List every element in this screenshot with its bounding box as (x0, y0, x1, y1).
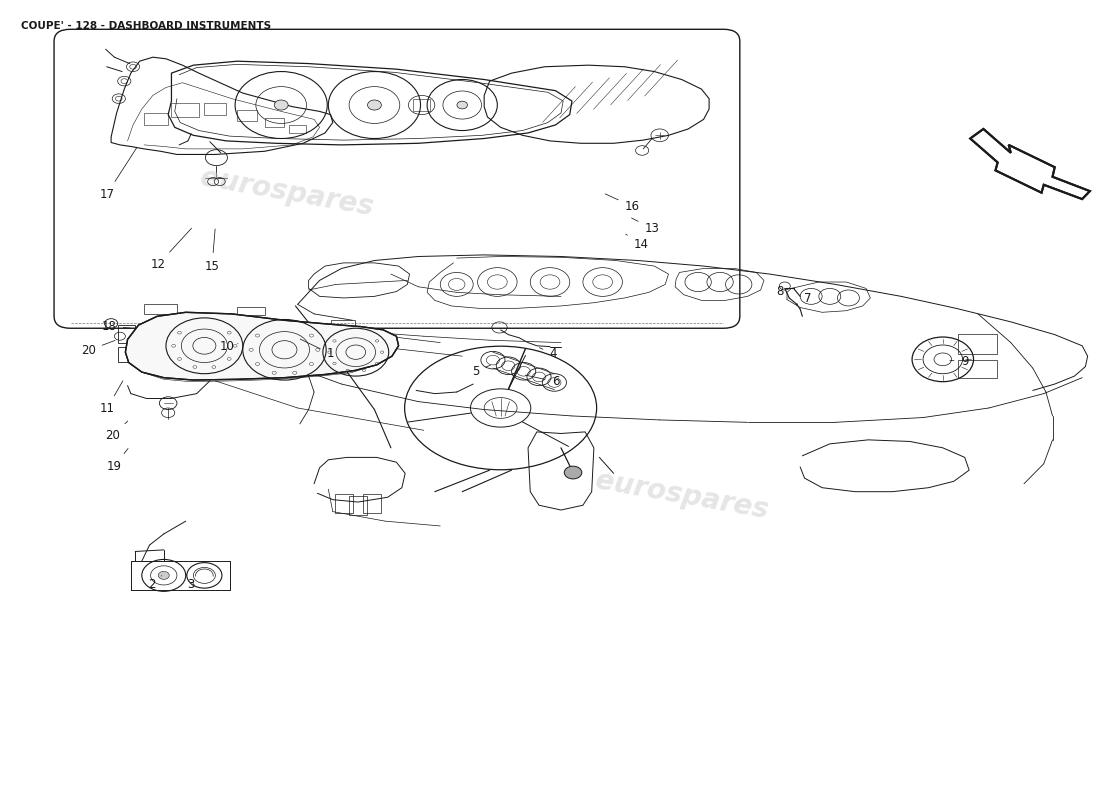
Text: 1: 1 (300, 339, 334, 360)
Text: 20: 20 (104, 421, 128, 442)
Bar (296, 344, 316, 355)
Text: 11: 11 (99, 381, 123, 415)
Text: 17: 17 (99, 147, 138, 201)
Bar (334, 494, 352, 514)
Bar (118, 347, 135, 362)
Text: COUPE' - 128 - DASHBOARD INSTRUMENTS: COUPE' - 128 - DASHBOARD INSTRUMENTS (21, 22, 272, 31)
Text: 8: 8 (777, 285, 786, 299)
Text: eurospares: eurospares (593, 466, 770, 525)
Text: 15: 15 (205, 229, 220, 273)
Bar (238, 306, 265, 314)
Bar (363, 494, 381, 514)
Polygon shape (970, 129, 1090, 199)
Text: eurospares: eurospares (198, 164, 375, 222)
Text: 7: 7 (796, 292, 812, 306)
Text: 3: 3 (186, 574, 195, 591)
Text: 13: 13 (631, 218, 660, 235)
Circle shape (367, 100, 382, 110)
Bar (172, 102, 199, 117)
Text: 9: 9 (950, 355, 968, 368)
Text: 16: 16 (605, 194, 640, 213)
Text: 20: 20 (80, 340, 116, 357)
Circle shape (456, 102, 468, 109)
Circle shape (274, 100, 288, 110)
Bar (144, 113, 168, 125)
Text: 19: 19 (107, 449, 128, 473)
Text: 14: 14 (626, 234, 649, 251)
Bar (331, 320, 354, 328)
Bar (144, 304, 177, 314)
Bar (958, 360, 997, 378)
Bar (118, 325, 135, 342)
Circle shape (158, 571, 169, 579)
Text: 2: 2 (148, 576, 162, 591)
Bar (205, 102, 227, 114)
Bar (958, 334, 997, 354)
Bar (289, 125, 307, 133)
Text: 12: 12 (151, 228, 191, 271)
Polygon shape (125, 312, 398, 380)
Text: 6: 6 (526, 375, 559, 388)
Bar (412, 98, 430, 111)
Bar (238, 110, 257, 121)
Text: 18: 18 (101, 320, 130, 333)
Text: 10: 10 (220, 340, 238, 353)
Circle shape (564, 466, 582, 479)
Bar (349, 496, 366, 515)
Bar (265, 118, 285, 127)
Text: 4: 4 (539, 347, 557, 360)
Text: 5: 5 (472, 365, 491, 378)
